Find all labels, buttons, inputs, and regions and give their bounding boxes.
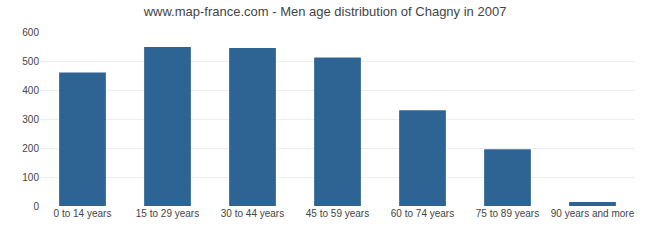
svg-text:0: 0 bbox=[33, 201, 39, 212]
svg-text:600: 600 bbox=[22, 27, 39, 38]
svg-text:90 years and more: 90 years and more bbox=[551, 208, 635, 219]
svg-text:45 to 59 years: 45 to 59 years bbox=[306, 208, 369, 219]
svg-text:60 to 74 years: 60 to 74 years bbox=[391, 208, 454, 219]
svg-text:100: 100 bbox=[22, 172, 39, 183]
svg-text:30 to 44 years: 30 to 44 years bbox=[221, 208, 284, 219]
svg-text:300: 300 bbox=[22, 114, 39, 125]
svg-text:15 to 29 years: 15 to 29 years bbox=[136, 208, 199, 219]
svg-text:500: 500 bbox=[22, 56, 39, 67]
svg-text:400: 400 bbox=[22, 85, 39, 96]
svg-text:75 to 89 years: 75 to 89 years bbox=[476, 208, 539, 219]
svg-text:0 to 14 years: 0 to 14 years bbox=[54, 208, 112, 219]
svg-text:www.map-france.com - Men age d: www.map-france.com - Men age distributio… bbox=[143, 4, 507, 19]
svg-text:200: 200 bbox=[22, 143, 39, 154]
